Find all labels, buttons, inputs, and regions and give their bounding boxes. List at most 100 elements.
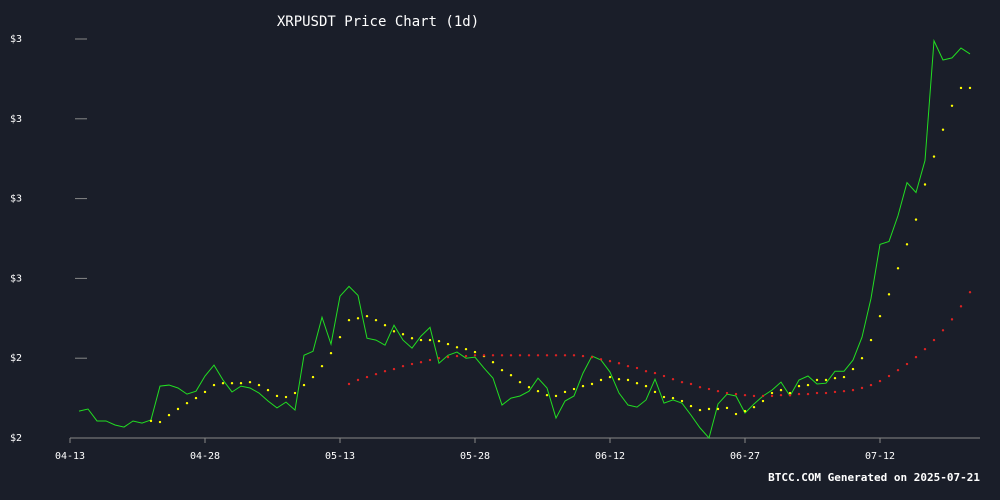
average-dot <box>842 389 846 393</box>
average-dot <box>743 409 747 413</box>
average-dot <box>914 218 918 221</box>
average-dot <box>878 379 882 383</box>
average-dot <box>581 354 585 358</box>
average-dot <box>563 354 567 357</box>
average-dot <box>725 391 729 395</box>
average-dot <box>662 374 666 378</box>
y-tick-label: $3 <box>10 194 22 205</box>
average-dot <box>491 354 495 357</box>
average-dot <box>509 374 513 377</box>
average-dot <box>347 382 351 386</box>
average-dot <box>176 407 180 411</box>
average-dot <box>248 380 252 384</box>
average-dot <box>860 357 864 360</box>
average-dot <box>203 390 207 394</box>
average-dot <box>266 388 270 392</box>
average-dot <box>950 318 954 321</box>
average-dot <box>338 335 342 339</box>
average-dot <box>419 360 423 364</box>
average-dot <box>842 375 846 379</box>
average-dot <box>419 338 423 342</box>
average-dot <box>599 378 603 382</box>
average-dot <box>635 366 639 370</box>
chart-title: XRPUSDT Price Chart (1d) <box>277 14 479 30</box>
average-dot <box>941 329 945 332</box>
average-dot <box>374 318 378 322</box>
average-dot <box>320 364 324 368</box>
footer: BTCC.COM Generated on 2025-07-21 <box>768 471 980 484</box>
average-dot <box>194 396 198 400</box>
x-tick-label: 06-12 <box>595 451 625 462</box>
average-dot <box>923 183 927 186</box>
average-dot <box>257 383 261 387</box>
average-dot <box>869 383 873 387</box>
average-dot <box>392 367 396 371</box>
average-dot <box>905 243 909 246</box>
x-tick-label: 04-13 <box>55 451 85 462</box>
average-dot <box>788 393 792 397</box>
average-dot <box>725 406 729 410</box>
average-dot <box>356 317 360 320</box>
average-dot <box>707 407 711 411</box>
average-dot <box>428 358 432 362</box>
average-dot <box>689 404 693 408</box>
average-dot <box>446 342 450 346</box>
average-dot <box>716 389 720 393</box>
average-dot <box>536 354 540 357</box>
average-dot <box>851 367 855 371</box>
average-dot <box>752 394 756 398</box>
average-dot <box>212 383 216 387</box>
average-dot <box>158 420 162 424</box>
average-dot <box>752 405 756 409</box>
average-dot <box>824 378 828 382</box>
average-dot <box>536 389 540 393</box>
average-dot <box>608 375 612 379</box>
average-dot <box>572 387 576 391</box>
average-dot <box>554 354 558 357</box>
average-dot <box>185 401 189 405</box>
average-dot <box>149 419 153 423</box>
average-dot <box>518 380 522 384</box>
average-dot <box>788 391 792 395</box>
average-dot <box>887 293 891 296</box>
y-tick-label: $3 <box>10 34 22 45</box>
average-dot <box>563 390 567 394</box>
average-dot <box>851 388 855 392</box>
average-dot <box>500 354 504 357</box>
average-dot <box>527 354 531 357</box>
average-dot <box>644 370 648 373</box>
average-dot <box>959 305 963 308</box>
y-tick-label: $3 <box>10 273 22 284</box>
average-dot <box>797 384 801 388</box>
average-dot <box>167 413 171 417</box>
average-dot <box>554 394 558 398</box>
average-dot <box>455 354 459 358</box>
average-dot <box>464 354 468 358</box>
average-dot <box>779 388 783 392</box>
average-dot <box>572 354 576 357</box>
average-dot <box>428 338 432 342</box>
average-dot <box>626 364 630 368</box>
average-dot <box>968 291 972 294</box>
y-tick-label: $3 <box>10 114 22 125</box>
x-tick-label: 06-27 <box>730 451 760 462</box>
average-dot <box>599 358 603 361</box>
average-dot <box>374 372 378 376</box>
average-dot <box>581 384 585 388</box>
average-dot <box>680 380 684 384</box>
average-dot <box>383 370 387 373</box>
average-dot <box>635 382 639 385</box>
x-tick-label: 05-28 <box>460 451 490 462</box>
average-dot <box>779 393 783 397</box>
average-dot <box>437 357 441 360</box>
average-dot <box>743 393 747 397</box>
average-dot <box>968 86 972 90</box>
average-dot <box>896 368 900 372</box>
average-dot <box>356 378 360 382</box>
average-dot <box>383 324 387 327</box>
average-dot <box>761 399 765 403</box>
average-dot <box>473 354 477 357</box>
average-dot <box>932 338 936 342</box>
